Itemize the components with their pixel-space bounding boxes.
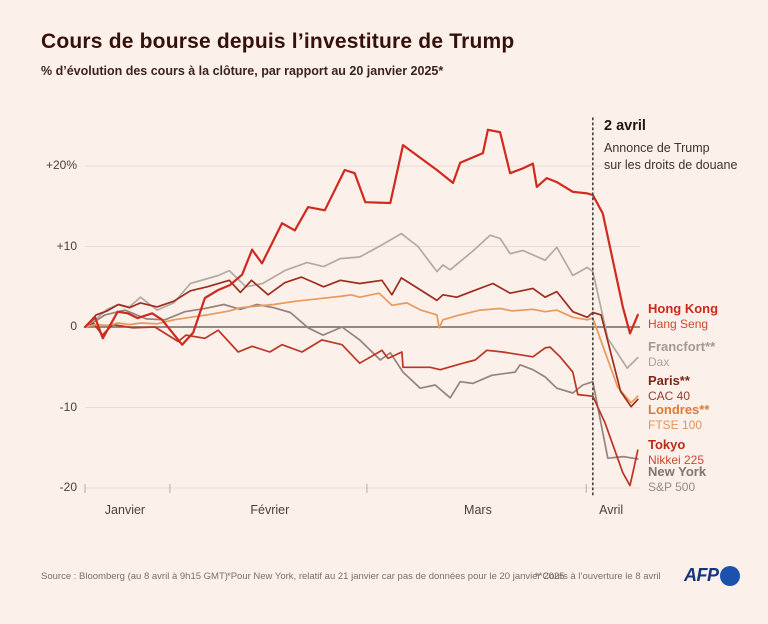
event-text-line2: sur les droits de douane	[604, 157, 738, 172]
x-tick-label-janvier: Janvier	[104, 503, 146, 517]
x-tick-label-mars: Mars	[464, 503, 492, 517]
source-note: Source : Bloomberg (au 8 avril à 9h15 GM…	[41, 571, 228, 582]
legend-entry-tokyo: Tokyo Nikkei 225	[648, 437, 766, 468]
y-tick-label: -10	[59, 399, 77, 414]
legend-entry-new-york: New York S&P 500	[648, 464, 766, 495]
legend-index: Nikkei 225	[648, 453, 705, 467]
footnote-new-york: *Pour New York, relatif au 21 janvier ca…	[227, 571, 565, 582]
afp-logo-text: AFP	[684, 565, 719, 585]
series-line-londres	[84, 292, 639, 404]
event-annotation: 2 avril Annonce de Trump sur les droits …	[604, 118, 744, 173]
legend-city: Tokyo	[648, 437, 686, 452]
legend-city: Francfort**	[648, 339, 716, 354]
legend-index: Hang Seng	[648, 317, 709, 331]
page-title: Cours de bourse depuis l’investiture de …	[41, 30, 515, 53]
x-tick-label-février: Février	[250, 503, 290, 517]
legend-city: Paris**	[648, 373, 690, 388]
x-tick-label-avril: Avril	[599, 503, 624, 517]
legend-index: CAC 40	[648, 389, 691, 403]
y-tick-label: +10	[56, 238, 77, 253]
afp-logo-dot-icon	[719, 565, 740, 586]
y-tick-label: -20	[59, 480, 77, 494]
legend-entry-francfort: Francfort** Dax	[648, 339, 766, 370]
legend-entry-londres: Londres** FTSE 100	[648, 402, 766, 433]
legend-index: S&P 500	[648, 480, 696, 494]
y-tick-label: 0	[70, 319, 77, 333]
legend-index: Dax	[648, 355, 670, 369]
line-chart	[83, 117, 640, 498]
y-tick-label: +20%	[45, 158, 77, 172]
footnote-opening: **Cours à l’ouverture le 8 avril	[535, 571, 661, 582]
legend-city: Hong Kong	[648, 301, 719, 316]
series-line-paris	[84, 276, 639, 408]
legend-entry-hong-kong: Hong Kong Hang Seng	[648, 301, 766, 332]
legend-city: New York	[648, 464, 707, 479]
legend-city: Londres**	[648, 402, 710, 417]
page-subtitle: % d’évolution des cours à la clôture, pa…	[41, 64, 444, 78]
afp-logo: AFP	[684, 565, 740, 586]
legend-index: FTSE 100	[648, 418, 703, 432]
series-line-new-york	[84, 303, 639, 460]
event-date: 2 avril	[604, 118, 646, 134]
legend-entry-paris: Paris** CAC 40	[648, 373, 766, 404]
series-line-francfort	[84, 232, 639, 369]
event-text-line1: Annonce de Trump	[604, 141, 710, 155]
series-line-hong-kong	[83, 128, 639, 346]
series-line-tokyo	[84, 322, 639, 487]
